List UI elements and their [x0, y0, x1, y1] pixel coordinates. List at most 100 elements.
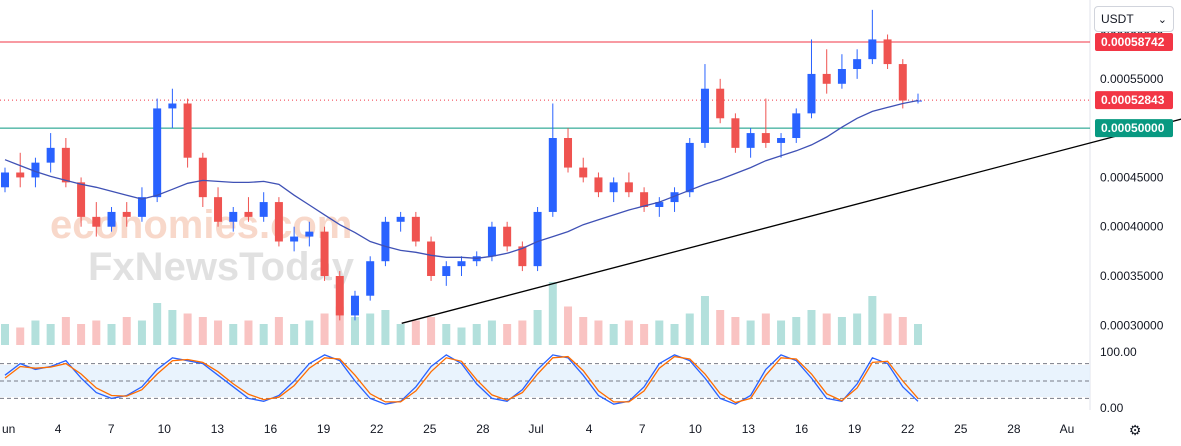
price-tick-label: 0.00045000 — [1100, 170, 1164, 184]
volume-bar — [624, 320, 633, 345]
candle-body — [168, 103, 177, 109]
volume-bar — [183, 313, 192, 345]
volume-bar — [442, 324, 451, 345]
price-axis: 0.000600000.000550000.000450000.00040000… — [1100, 23, 1164, 333]
candle-body — [624, 182, 633, 193]
candle-body — [518, 246, 527, 267]
time-tick-label: 4 — [55, 422, 62, 436]
level-label-support: 0.00050000 — [1101, 121, 1165, 135]
candle-body — [77, 182, 86, 217]
candle-body — [533, 211, 542, 267]
currency-select[interactable]: USDT ⌄ — [1094, 6, 1174, 32]
volume-bar — [731, 317, 740, 345]
volume-bar — [564, 306, 573, 345]
candle-body — [122, 211, 131, 217]
time-tick-label: 28 — [476, 422, 490, 436]
time-tick-label: 7 — [639, 422, 646, 436]
volume-bar — [305, 320, 314, 345]
time-tick-label: 25 — [954, 422, 968, 436]
candle-body — [457, 261, 466, 267]
candle-body — [153, 108, 162, 198]
candle-body — [214, 197, 223, 222]
time-tick-label: 10 — [689, 422, 703, 436]
candle-body — [594, 177, 603, 193]
volume-bar — [427, 317, 436, 345]
volume-bar — [153, 303, 162, 345]
time-tick-label: 16 — [795, 422, 809, 436]
volume-bar — [700, 296, 709, 345]
volume-bar — [274, 317, 283, 345]
candle-body — [685, 142, 694, 193]
volume-bar — [548, 282, 557, 345]
time-axis: un 4 7 10 13 16 19 22 25 28 Jul 4 7 10 13 16 19 22 25 28 Au — [2, 422, 1074, 436]
time-tick-label: 19 — [317, 422, 331, 436]
volume-bar — [655, 320, 664, 345]
candle-body — [229, 211, 238, 222]
gear-icon[interactable]: ⚙ — [1128, 421, 1142, 438]
moving-average-layer — [4, 99, 919, 259]
stochastic-k-line — [4, 354, 919, 405]
candle-body — [274, 202, 283, 242]
candle-body — [777, 138, 786, 143]
volume-bar — [594, 320, 603, 345]
candle-body — [92, 216, 101, 227]
volume-bar — [472, 324, 481, 345]
candle-body — [700, 88, 709, 143]
volume-bar — [898, 317, 907, 345]
volume-bar — [77, 324, 86, 345]
volume-bar — [137, 320, 146, 345]
time-tick-label: 7 — [108, 422, 115, 436]
candle-body — [244, 211, 253, 217]
volume-bar — [685, 313, 694, 345]
time-tick-label: 13 — [211, 422, 225, 436]
volume-bar — [366, 313, 375, 345]
volume-bar — [792, 317, 801, 345]
stochastic-d-line — [4, 355, 919, 404]
time-tick-label: 22 — [370, 422, 384, 436]
volume-bar — [518, 320, 527, 345]
currency-value: USDT — [1101, 12, 1134, 26]
candle-body — [868, 39, 877, 60]
candle-body — [411, 216, 420, 242]
candle-body — [883, 39, 892, 65]
time-tick-label: Jul — [528, 422, 543, 436]
volume-bar — [16, 327, 25, 345]
level-badge-resistance — [1095, 32, 1173, 51]
candle-body — [655, 202, 664, 207]
candle-body — [107, 211, 116, 227]
volume-bar — [92, 320, 101, 345]
candle-body — [503, 226, 512, 247]
candles-layer — [1, 9, 922, 321]
candle-body — [350, 295, 359, 316]
candle-body — [853, 59, 862, 69]
stochastic-tick-label: 0.00 — [1100, 401, 1124, 415]
volume-bar — [244, 320, 253, 345]
volume-bar — [716, 310, 725, 345]
volume-bar — [46, 324, 55, 345]
candle-body — [761, 133, 770, 143]
volume-bar — [259, 324, 268, 345]
candle-body — [290, 236, 299, 242]
candle-body — [487, 226, 496, 257]
price-tick-label: 0.00030000 — [1100, 318, 1164, 332]
time-tick-label: 22 — [901, 422, 915, 436]
volume-layer — [1, 282, 922, 345]
volume-bar — [777, 320, 786, 345]
volume-bar — [396, 324, 405, 345]
volume-bar — [1, 324, 9, 345]
candle-body — [792, 113, 801, 138]
candle-body — [183, 103, 192, 158]
volume-bar — [579, 317, 588, 345]
watermark-line2: FxNewsToday — [88, 245, 355, 289]
volume-bar — [381, 310, 390, 345]
volume-bar — [609, 324, 618, 345]
volume-bar — [883, 313, 892, 345]
candle-body — [640, 192, 649, 207]
candle-body — [442, 266, 451, 276]
volume-bar — [229, 324, 238, 345]
moving-average-line — [4, 99, 919, 259]
time-tick-label: un — [2, 422, 15, 436]
candle-body — [716, 88, 725, 119]
volume-bar — [107, 324, 116, 345]
